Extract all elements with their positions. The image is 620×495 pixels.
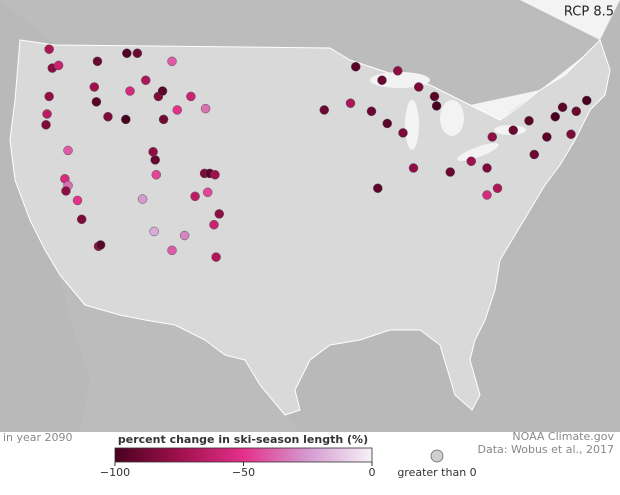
site-dot (76, 214, 87, 225)
site-dot (167, 245, 177, 256)
source: Data: Wobus et al., 2017 (478, 443, 614, 456)
site-dot (550, 111, 560, 122)
canada (0, 0, 600, 105)
site-dot (582, 95, 592, 106)
legend-title: percent change in ski-season length (%) (118, 433, 368, 446)
year-label: in year 2090 (3, 431, 73, 444)
site-dot (482, 190, 492, 200)
site-dot (103, 111, 113, 122)
lake-erie (457, 143, 499, 161)
site-dot (209, 219, 219, 230)
site-dot (89, 82, 100, 92)
colorbar-tick-label: −50 (232, 466, 255, 479)
lake-huron (440, 100, 464, 136)
site-dot (179, 230, 190, 241)
site-dot (158, 114, 169, 125)
site-dot (508, 125, 518, 135)
site-dot (95, 240, 106, 250)
site-dot (529, 149, 539, 160)
site-dot (382, 118, 392, 129)
site-dot (319, 105, 329, 115)
site-dot (345, 98, 356, 108)
site-dot (91, 97, 102, 107)
site-dot (414, 82, 424, 92)
site-dot (151, 170, 161, 180)
site-dot (571, 106, 581, 117)
colorbar (114, 447, 373, 463)
site-dot (137, 194, 148, 204)
positive-swatch (430, 449, 444, 463)
site-dot (92, 56, 103, 67)
sites (41, 44, 592, 262)
site-dot (542, 132, 552, 142)
site-dot (429, 91, 440, 102)
site-dot (41, 120, 51, 130)
site-dot (53, 60, 64, 71)
site-dot (186, 91, 196, 102)
site-dot (148, 147, 158, 157)
site-dot (445, 167, 455, 177)
usa (9, 39, 611, 416)
site-dot (524, 116, 534, 126)
site-dot (157, 86, 168, 96)
site-dot (566, 129, 576, 139)
site-dot (211, 252, 221, 262)
site-dot (121, 114, 131, 125)
scenario-label: RCP 8.5 (564, 5, 614, 20)
site-dot (492, 183, 503, 193)
site-dot (557, 102, 568, 112)
site-dot (167, 56, 177, 67)
site-dot (122, 48, 132, 58)
site-dot (172, 105, 182, 115)
site-dot (63, 145, 73, 156)
site-dot (351, 62, 361, 72)
site-dot (132, 48, 143, 58)
site-dot (125, 86, 135, 96)
site-dot (393, 66, 403, 76)
credit: NOAA Climate.gov (512, 430, 614, 443)
site-dot (214, 209, 224, 219)
site-dot (200, 103, 211, 114)
site-dot (377, 75, 387, 85)
site-dot (366, 106, 377, 117)
site-dot (150, 155, 160, 165)
colorbar-tick-label: −100 (100, 466, 130, 479)
site-dot (466, 156, 476, 166)
site-dot (44, 91, 54, 102)
site-dot (431, 101, 442, 111)
site-dot (210, 170, 220, 180)
site-dot (487, 132, 497, 142)
site-dot (398, 128, 408, 138)
site-dot (373, 183, 383, 193)
mexico (60, 275, 300, 432)
site-dot (44, 44, 54, 54)
colorbar-tick-label: 0 (369, 466, 376, 479)
site-dot (42, 109, 52, 119)
site-dot (482, 163, 492, 173)
positive-label: greater than 0 (397, 466, 476, 479)
lake-superior (370, 72, 430, 88)
site-dot (61, 186, 71, 196)
site-dot (190, 191, 200, 202)
lake-michigan (405, 100, 419, 150)
site-dot (141, 75, 151, 85)
site-dot (72, 195, 83, 206)
site-dot (202, 187, 213, 198)
site-dot (408, 163, 419, 173)
site-dot (149, 226, 159, 237)
